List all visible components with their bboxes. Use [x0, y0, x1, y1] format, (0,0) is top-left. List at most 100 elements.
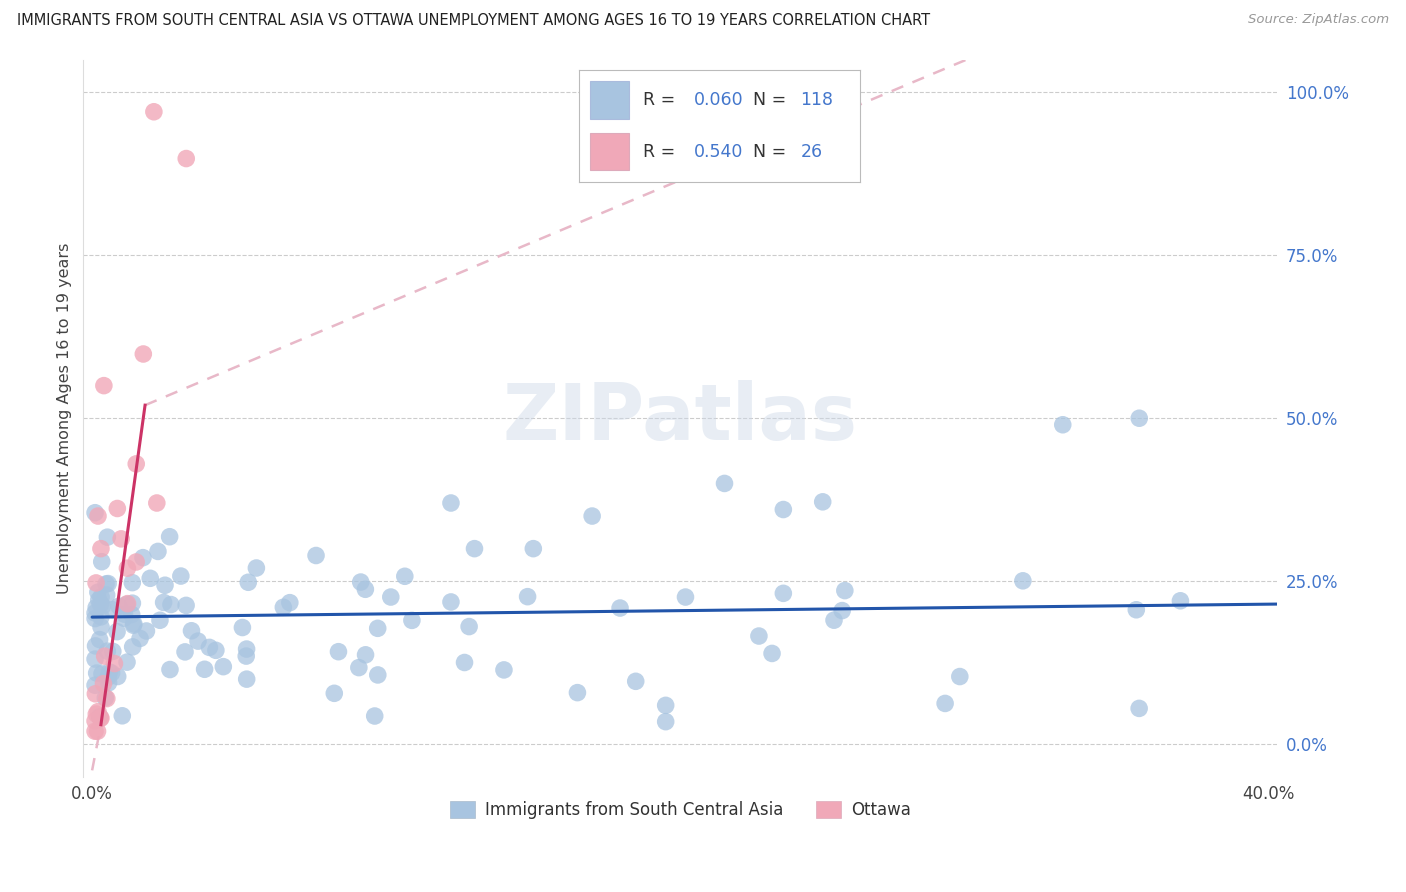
- Point: [1012, 574, 1035, 588]
- Point: [112, 611, 135, 625]
- Point: [97, 576, 120, 591]
- Point: [748, 629, 770, 643]
- Point: [114, 607, 136, 622]
- Point: [149, 613, 172, 627]
- Point: [84, 687, 107, 701]
- Point: [187, 634, 209, 648]
- Point: [212, 659, 235, 673]
- Point: [96, 691, 118, 706]
- Point: [105, 501, 128, 516]
- Point: [278, 596, 301, 610]
- Point: [152, 595, 174, 609]
- Point: [87, 509, 110, 524]
- Point: [347, 660, 370, 674]
- Point: [98, 665, 121, 679]
- Point: [159, 663, 181, 677]
- Point: [129, 632, 152, 646]
- Point: [380, 590, 402, 604]
- Point: [159, 530, 181, 544]
- Legend: Immigrants from South Central Asia, Ottawa: Immigrants from South Central Asia, Otta…: [443, 795, 918, 826]
- Point: [654, 698, 676, 713]
- Point: [84, 576, 107, 591]
- Point: [135, 624, 157, 638]
- Point: [105, 624, 128, 639]
- Point: [235, 642, 257, 657]
- Point: [823, 613, 845, 627]
- Point: [146, 544, 169, 558]
- Point: [1128, 701, 1150, 715]
- Point: [1170, 594, 1192, 608]
- Point: [107, 669, 129, 683]
- Point: [401, 613, 423, 627]
- Point: [90, 620, 112, 634]
- Point: [122, 618, 145, 632]
- Point: [121, 596, 143, 610]
- Point: [93, 649, 115, 664]
- Point: [328, 645, 350, 659]
- Point: [273, 600, 295, 615]
- Point: [654, 714, 676, 729]
- Point: [87, 593, 110, 607]
- Point: [440, 595, 463, 609]
- Point: [235, 649, 257, 664]
- Point: [170, 569, 193, 583]
- Point: [103, 657, 125, 671]
- Point: [84, 639, 107, 653]
- Point: [84, 600, 107, 615]
- Point: [323, 686, 346, 700]
- Point: [91, 666, 114, 681]
- Point: [834, 583, 856, 598]
- Point: [86, 724, 108, 739]
- Point: [84, 724, 107, 739]
- Point: [90, 590, 112, 604]
- Point: [101, 603, 124, 617]
- Point: [97, 670, 120, 684]
- Point: [100, 666, 122, 681]
- Point: [305, 549, 328, 563]
- Point: [180, 624, 202, 638]
- Point: [949, 669, 972, 683]
- Point: [121, 575, 143, 590]
- Point: [84, 652, 107, 666]
- Point: [245, 561, 267, 575]
- Point: [125, 555, 148, 569]
- Point: [125, 457, 148, 471]
- Point: [831, 604, 853, 618]
- Point: [354, 582, 377, 597]
- Point: [93, 378, 115, 392]
- Point: [581, 509, 603, 524]
- Point: [101, 644, 124, 658]
- Point: [132, 550, 155, 565]
- Point: [238, 575, 260, 590]
- Point: [367, 668, 389, 682]
- Point: [94, 577, 117, 591]
- Point: [86, 666, 108, 681]
- Point: [111, 708, 134, 723]
- Point: [121, 640, 143, 654]
- Point: [117, 597, 139, 611]
- Point: [394, 569, 416, 583]
- Point: [96, 588, 118, 602]
- Point: [91, 599, 114, 613]
- Point: [453, 656, 475, 670]
- Point: [1128, 411, 1150, 425]
- Point: [160, 598, 183, 612]
- Point: [761, 647, 783, 661]
- Point: [108, 599, 131, 614]
- Point: [609, 601, 631, 615]
- Point: [205, 643, 228, 657]
- Point: [231, 620, 253, 634]
- Point: [84, 506, 107, 520]
- Point: [84, 606, 107, 620]
- Point: [84, 678, 107, 692]
- Point: [96, 644, 118, 658]
- Point: [87, 585, 110, 599]
- Point: [84, 714, 107, 728]
- Point: [94, 690, 117, 705]
- Point: [350, 575, 373, 590]
- Point: [153, 578, 176, 592]
- Text: Source: ZipAtlas.com: Source: ZipAtlas.com: [1249, 13, 1389, 27]
- Point: [132, 347, 155, 361]
- Point: [1125, 603, 1147, 617]
- Point: [364, 709, 387, 723]
